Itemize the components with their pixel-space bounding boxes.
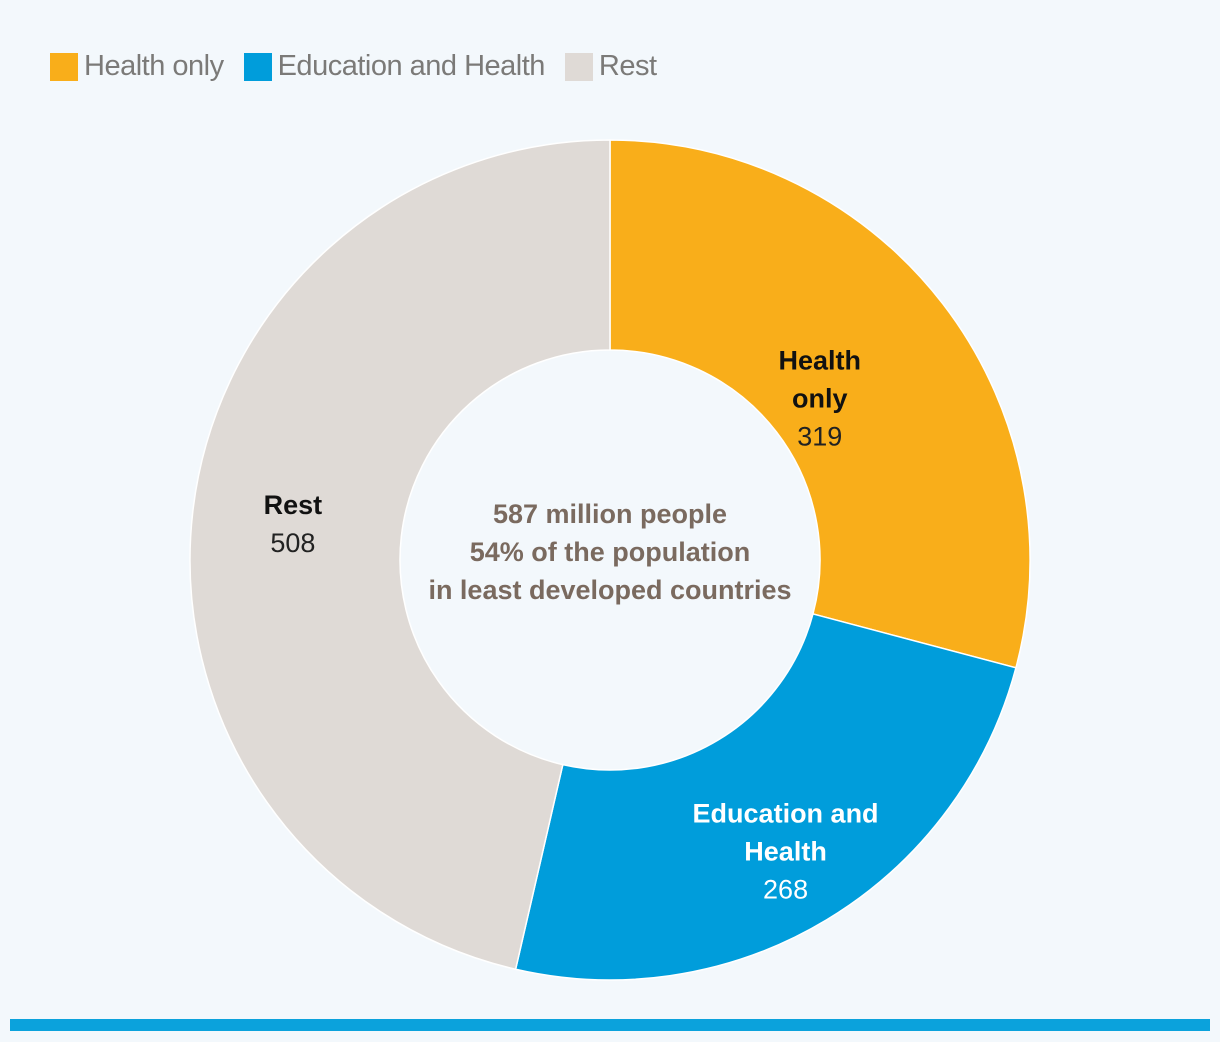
- slice-label-health-only-line-2: only: [792, 384, 848, 414]
- slice-value-education-and-health: 268: [763, 874, 808, 904]
- center-text-line-1: 587 million people: [493, 499, 727, 529]
- slice-value-health-only: 319: [797, 422, 842, 452]
- legend-swatch-education-and-health: [243, 52, 272, 81]
- slice-health-only: [609, 139, 1031, 669]
- donut-slices: [189, 139, 1031, 981]
- legend-swatch-rest: [564, 52, 593, 81]
- slice-rest: [189, 139, 611, 971]
- slice-label-education-and-health-line-2: Health: [744, 836, 827, 866]
- slice-education-and-health: [514, 612, 1017, 981]
- legend-label-education-and-health: Education and Health: [277, 50, 546, 82]
- center-text-line-3: in least developed countries: [428, 575, 791, 605]
- center-text-line-2: 54% of the population: [470, 537, 751, 567]
- legend-label-health-only: Health only: [84, 50, 224, 82]
- bottom-accent-bar: [10, 1019, 1210, 1031]
- legend-item-education-and-health: Education and Health: [243, 50, 546, 83]
- chart-legend: Health only Education and Health Rest: [50, 50, 677, 83]
- legend-swatch-health-only: [50, 52, 78, 81]
- slice-label-health-only-line-1: Health: [778, 346, 861, 376]
- slice-value-rest: 508: [270, 528, 315, 558]
- slice-label-rest-line-1: Rest: [264, 490, 323, 520]
- legend-label-rest: Rest: [598, 50, 657, 82]
- legend-item-rest: Rest: [564, 50, 657, 83]
- slice-labels: Health only 319 Education and Health 268 Rest 5…: [264, 346, 879, 905]
- legend-item-health-only: Health only: [50, 50, 224, 83]
- slice-label-education-and-health-line-1: Education and: [693, 798, 879, 828]
